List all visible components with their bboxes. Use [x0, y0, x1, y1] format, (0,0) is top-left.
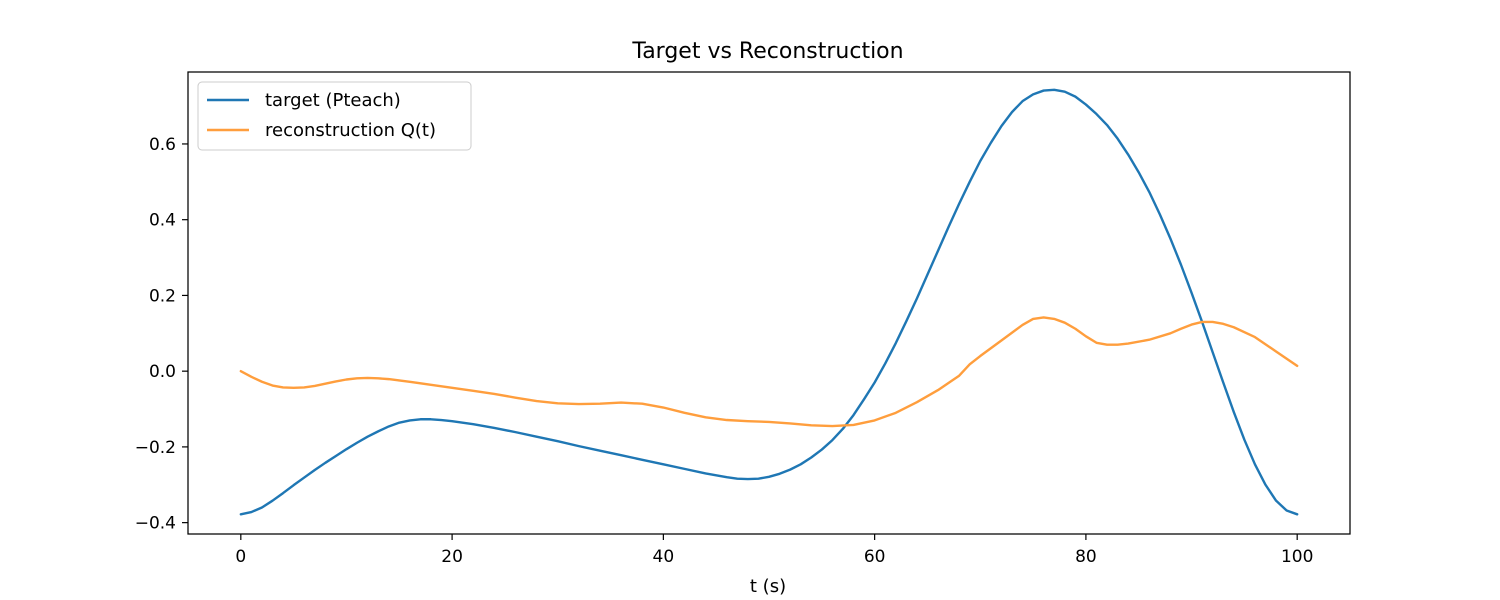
- legend-label-0: target (Pteach): [265, 90, 401, 111]
- plot-frame: [187, 71, 1351, 535]
- x-axis-ticks: 0 20 40 60 80 100: [235, 534, 1313, 567]
- series-line-0: [239, 88, 1299, 516]
- y-axis-ticks: −0.4 −0.2 0.0 0.2 0.4 0.6: [135, 135, 188, 534]
- series-layer: [239, 88, 1299, 516]
- x-tick-label: 80: [1075, 547, 1097, 567]
- x-tick-label: 100: [1281, 547, 1313, 567]
- series-line-1: [239, 316, 1299, 428]
- legend-label-1: reconstruction Q(t): [265, 120, 436, 141]
- x-tick-label: 0: [235, 547, 246, 567]
- x-axis-label: t (s): [750, 576, 786, 597]
- y-tick-label: 0.4: [149, 211, 176, 231]
- legend: target (Pteach) reconstruction Q(t): [197, 81, 472, 151]
- chart-title: Target vs Reconstruction: [631, 39, 903, 64]
- x-tick-label: 20: [441, 547, 463, 567]
- x-tick-label: 40: [653, 547, 675, 567]
- legend-box: [197, 81, 472, 151]
- y-tick-label: −0.4: [135, 514, 176, 534]
- y-tick-label: −0.2: [135, 438, 176, 458]
- y-tick-label: 0.2: [149, 286, 176, 306]
- x-tick-label: 60: [864, 547, 886, 567]
- y-tick-label: 0.0: [149, 362, 176, 382]
- y-tick-label: 0.6: [149, 135, 176, 155]
